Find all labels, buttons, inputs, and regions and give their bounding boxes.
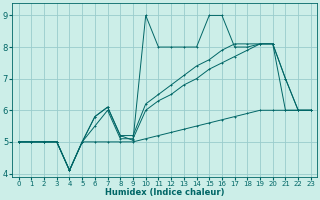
X-axis label: Humidex (Indice chaleur): Humidex (Indice chaleur): [105, 188, 225, 197]
